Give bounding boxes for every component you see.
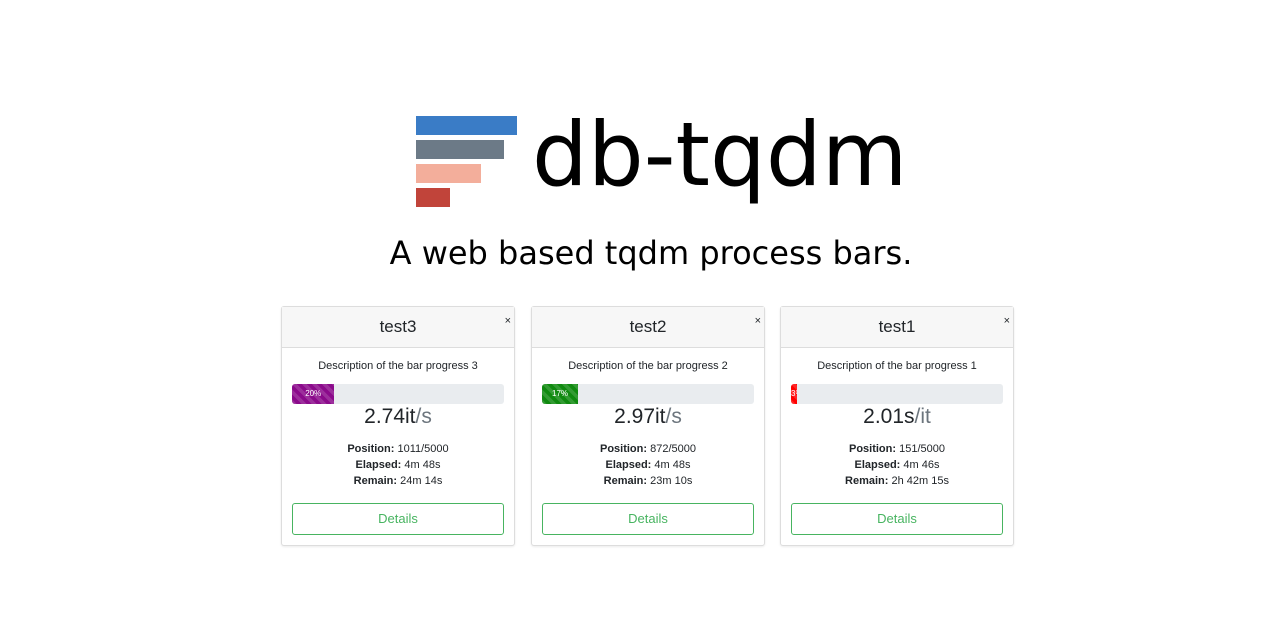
- progress-card: test2 × Description of the bar progress …: [531, 306, 765, 546]
- progress-fill: 20%: [292, 384, 335, 404]
- card-description: Description of the bar progress 2: [568, 360, 728, 372]
- position-label: Position:: [599, 443, 648, 455]
- progress-card: test1 × Description of the bar progress …: [780, 306, 1014, 546]
- card-description: Description of the bar progress 1: [817, 360, 977, 372]
- remain-value: 23m 10s: [650, 475, 693, 487]
- logo-bar: [416, 164, 481, 183]
- close-icon[interactable]: ×: [1003, 315, 1010, 327]
- elapsed-value: 4m 48s: [654, 459, 691, 471]
- stats: Position: 872/5000 Elapsed: 4m 48s Remai…: [532, 441, 764, 489]
- details-button[interactable]: Details: [292, 503, 504, 535]
- elapsed-label: Elapsed:: [854, 459, 901, 471]
- position-label: Position:: [347, 443, 395, 455]
- details-button[interactable]: Details: [791, 503, 1003, 535]
- elapsed-label: Elapsed:: [605, 459, 652, 471]
- stats: Position: 1011/5000 Elapsed: 4m 48s Rema…: [282, 441, 514, 489]
- rate-unit: /s: [415, 405, 432, 428]
- position-value: 1011/5000: [397, 443, 449, 455]
- progress-card: test3 × Description of the bar progress …: [281, 306, 515, 546]
- rate: 2.01s/it: [781, 405, 1013, 429]
- elapsed-value: 4m 46s: [903, 459, 940, 471]
- close-icon[interactable]: ×: [504, 315, 511, 327]
- card-description: Description of the bar progress 3: [318, 360, 478, 372]
- remain-value: 2h 42m 15s: [891, 475, 949, 487]
- card-header: test1 ×: [781, 307, 1013, 348]
- remain-label: Remain:: [603, 475, 648, 487]
- close-icon[interactable]: ×: [754, 315, 761, 327]
- details-button[interactable]: Details: [542, 503, 754, 535]
- position-value: 151/5000: [899, 443, 945, 455]
- page-title: db-tqdm: [532, 103, 908, 206]
- progress-bar: 20%: [292, 384, 504, 404]
- rate: 2.97it/s: [532, 405, 764, 429]
- position-value: 872/5000: [650, 443, 696, 455]
- remain-label: Remain:: [845, 475, 889, 487]
- progress-bar: 3%: [791, 384, 1003, 404]
- rate-unit: /s: [665, 405, 682, 428]
- card-title: test2: [629, 317, 667, 336]
- position-label: Position:: [848, 443, 897, 455]
- rate-value: 2.74it: [364, 405, 416, 428]
- card-header: test2 ×: [532, 307, 764, 348]
- logo: [416, 116, 517, 212]
- rate-unit: /it: [914, 405, 931, 428]
- progress-fill: 3%: [791, 384, 798, 404]
- card-title: test1: [878, 317, 916, 336]
- logo-bar: [416, 188, 450, 207]
- rate: 2.74it/s: [282, 405, 514, 429]
- card-header: test3 ×: [282, 307, 514, 348]
- progress-bar: 17%: [542, 384, 754, 404]
- rate-value: 2.01s: [863, 405, 915, 428]
- page-subtitle: A web based tqdm process bars.: [389, 234, 913, 272]
- logo-bar: [416, 116, 517, 135]
- progress-fill: 17%: [542, 384, 579, 404]
- elapsed-label: Elapsed:: [355, 459, 402, 471]
- logo-bar: [416, 140, 504, 159]
- rate-value: 2.97it: [614, 405, 666, 428]
- stats: Position: 151/5000 Elapsed: 4m 46s Remai…: [781, 441, 1013, 489]
- card-title: test3: [379, 317, 417, 336]
- elapsed-value: 4m 48s: [404, 459, 441, 471]
- remain-value: 24m 14s: [400, 475, 443, 487]
- remain-label: Remain:: [353, 475, 398, 487]
